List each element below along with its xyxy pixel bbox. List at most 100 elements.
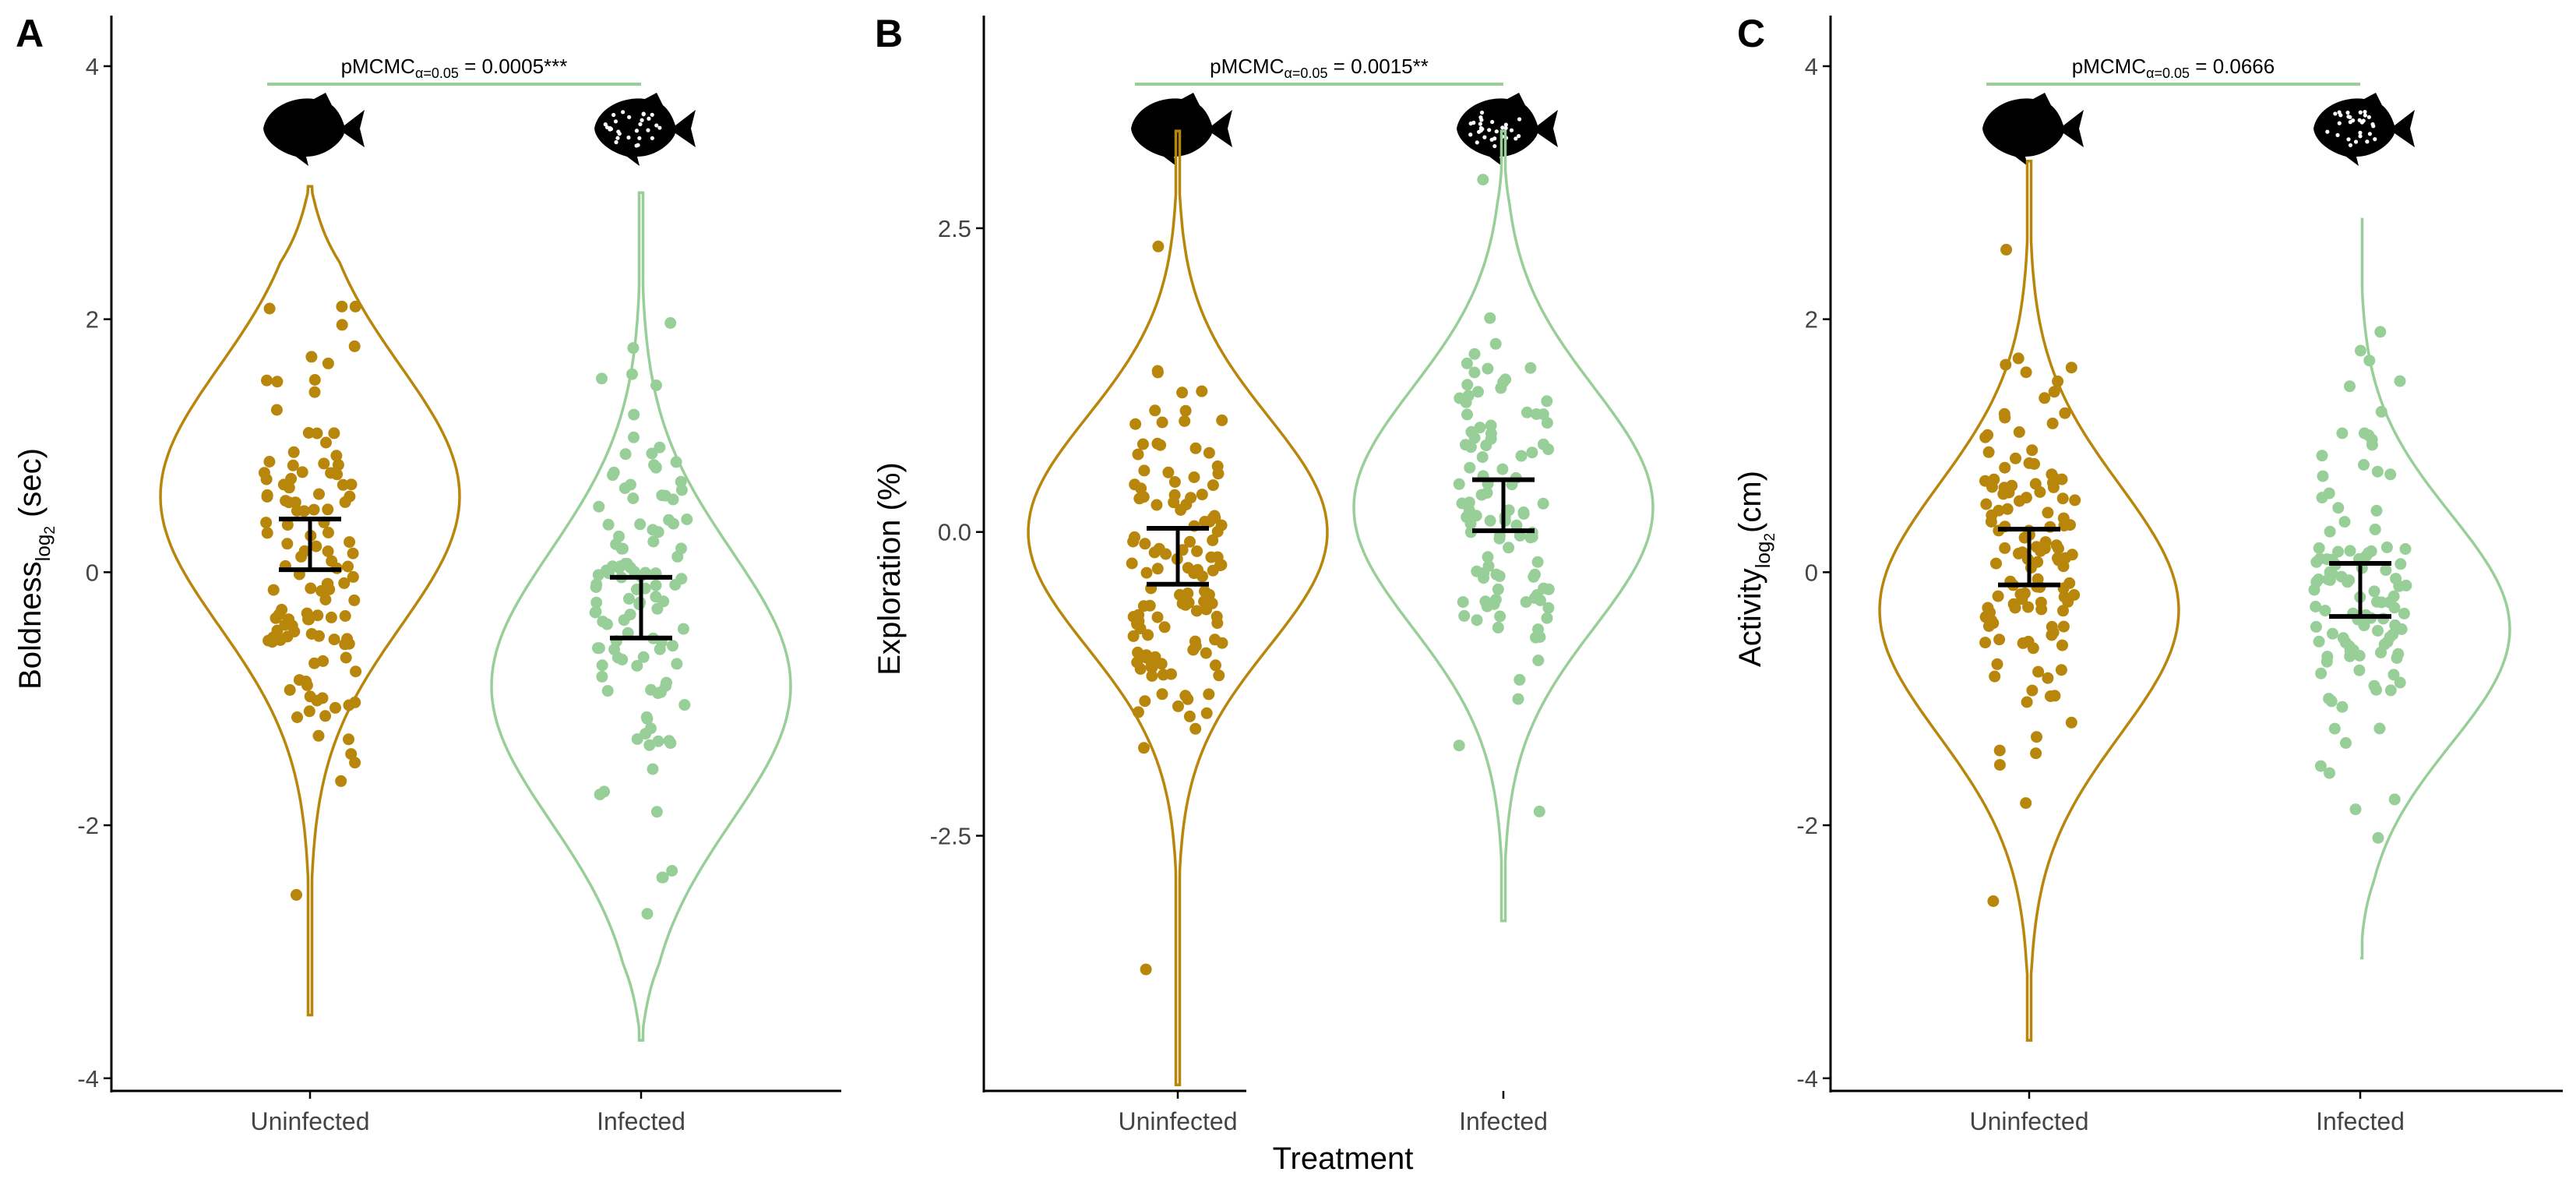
fish-spot xyxy=(1487,128,1492,132)
data-point xyxy=(336,300,348,312)
data-point xyxy=(1464,461,1476,474)
x-tick-label: Uninfected xyxy=(1970,1107,2089,1135)
significance-label: pMCMCα=0.05 = 0.0005*** xyxy=(341,55,568,81)
data-point xyxy=(1196,385,1208,397)
data-point xyxy=(2372,831,2384,844)
data-point xyxy=(1203,688,1215,701)
series-uninfected xyxy=(1878,93,2180,1042)
data-point xyxy=(2032,665,2045,678)
fish-spot xyxy=(2373,136,2377,142)
data-point xyxy=(1184,535,1196,548)
data-point xyxy=(2057,620,2070,633)
data-point xyxy=(1528,591,1541,604)
data-point xyxy=(2368,585,2380,598)
data-point xyxy=(2027,642,2039,655)
fish-spot xyxy=(603,122,608,127)
data-point xyxy=(2388,793,2401,806)
data-point xyxy=(1151,611,1164,623)
data-point xyxy=(343,733,354,746)
data-point xyxy=(1216,637,1228,649)
data-point xyxy=(2017,637,2029,649)
data-point xyxy=(654,643,666,655)
data-point xyxy=(1132,646,1144,658)
data-point xyxy=(627,342,640,355)
data-point xyxy=(1172,700,1184,712)
data-point xyxy=(261,374,273,386)
fish-spot xyxy=(2367,132,2373,136)
data-point xyxy=(316,692,329,704)
fish-infected-icon xyxy=(594,93,696,166)
significance-label: pMCMCα=0.05 = 0.0015** xyxy=(1210,55,1429,81)
data-point xyxy=(1993,634,2006,646)
data-point xyxy=(313,630,325,642)
data-point xyxy=(1542,602,1555,614)
data-point xyxy=(1151,365,1164,377)
data-point xyxy=(2374,326,2387,338)
data-point xyxy=(2001,503,2014,515)
data-point xyxy=(1460,396,1472,408)
data-point xyxy=(650,461,662,474)
fish-uninfected-icon xyxy=(1131,93,1232,166)
data-point xyxy=(308,503,320,516)
fish-spot xyxy=(1492,143,1497,149)
data-point xyxy=(619,448,632,461)
y-tick-label: 4 xyxy=(86,53,99,80)
y-tick-label: -4 xyxy=(1796,1065,1818,1092)
data-point xyxy=(1211,617,1224,630)
data-point xyxy=(298,505,310,517)
data-point xyxy=(654,686,667,698)
data-point xyxy=(284,684,296,696)
data-point xyxy=(319,594,332,605)
data-point xyxy=(2313,542,2325,554)
panel-label: B xyxy=(875,12,903,55)
data-point xyxy=(291,888,302,901)
data-point xyxy=(1999,542,2011,554)
data-point xyxy=(2321,655,2333,668)
data-point xyxy=(271,376,284,388)
data-point xyxy=(2375,405,2387,418)
x-axis-title: Treatment xyxy=(1273,1142,1414,1176)
data-point xyxy=(322,357,334,369)
data-point xyxy=(338,577,351,589)
data-point xyxy=(279,619,291,631)
data-point xyxy=(336,319,348,331)
data-point xyxy=(287,446,300,458)
data-point xyxy=(2342,576,2354,588)
data-point xyxy=(330,450,343,462)
fish-spot xyxy=(608,127,612,132)
data-point xyxy=(1495,382,1507,394)
data-point xyxy=(322,545,334,557)
data-point xyxy=(344,536,356,549)
data-point xyxy=(664,737,677,750)
data-point xyxy=(1212,468,1225,480)
data-point xyxy=(624,609,636,621)
data-point xyxy=(328,427,340,439)
data-point xyxy=(1979,431,1992,443)
data-point xyxy=(670,456,682,468)
data-point xyxy=(671,658,683,670)
data-point xyxy=(2319,605,2331,617)
data-point xyxy=(1478,572,1489,584)
data-point xyxy=(1215,519,1228,531)
data-point xyxy=(596,670,608,683)
data-point xyxy=(301,679,313,691)
data-point xyxy=(2012,352,2025,365)
data-point xyxy=(2006,479,2018,492)
data-point xyxy=(643,739,656,751)
data-point xyxy=(2398,607,2410,619)
data-point xyxy=(1133,492,1146,505)
data-point xyxy=(2373,722,2386,735)
fish-spot xyxy=(616,129,621,134)
data-point xyxy=(657,871,669,884)
fish-spot xyxy=(1494,129,1499,134)
data-point xyxy=(592,642,604,655)
data-point xyxy=(1457,596,1469,609)
data-point xyxy=(1137,600,1150,612)
data-point xyxy=(2032,556,2044,568)
data-point xyxy=(263,302,276,315)
fish-spot xyxy=(615,136,620,140)
data-point xyxy=(2042,672,2054,684)
fish-spot xyxy=(2365,139,2370,144)
data-point xyxy=(2344,545,2356,557)
panel-label: C xyxy=(1737,12,1765,55)
